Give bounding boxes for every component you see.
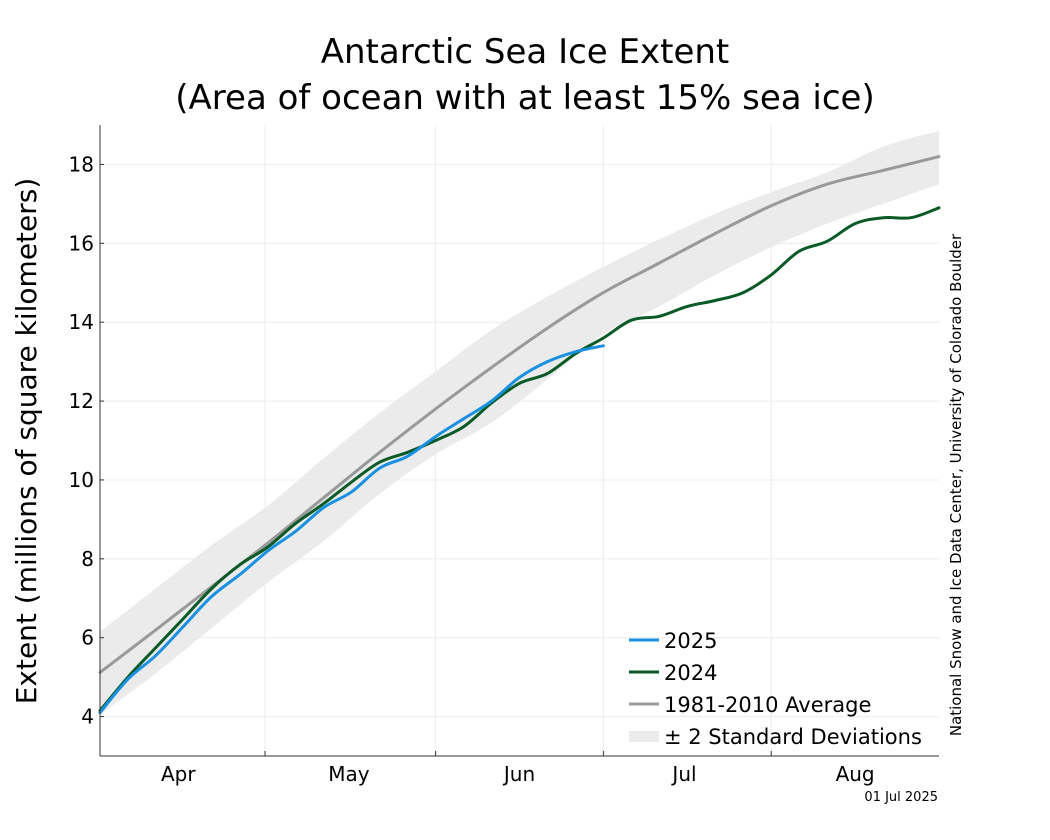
credit-text: National Snow and Ice Data Center, Unive… [947,233,965,736]
legend-label-2025: 2025 [664,629,717,653]
x-tick-label-apr: Apr [161,762,196,786]
series-line-2024 [98,206,941,713]
x-tick-label-jun: Jun [502,762,535,786]
y-tick-label-12: 12 [69,389,94,413]
y-tick-label-14: 14 [69,310,94,334]
legend: 2025 2024 1981-2010 Average ± 2 Standard De… [629,629,922,749]
y-tick-label-6: 6 [81,626,94,650]
y-tick-label-18: 18 [69,152,94,176]
legend-label-2024: 2024 [664,661,717,685]
std-dev-band-layer [100,130,939,715]
y-tick-label-8: 8 [81,547,94,571]
x-tick-label-may: May [328,762,370,786]
y-axis-label: Extent (millions of square kilometers) [10,178,43,705]
x-tick-label-jul: Jul [670,762,696,786]
y-tick-label-16: 16 [69,231,94,255]
chart-title: Antarctic Sea Ice Extent [321,32,730,72]
y-tick-label-4: 4 [81,705,94,729]
legend-label-2-standard-deviations: ± 2 Standard Deviations [664,725,922,749]
legend-swatch-2-standard-deviations [629,731,659,742]
axes [99,125,939,757]
date-label: 01 Jul 2025 [864,790,938,805]
std-dev-band [100,130,939,715]
legend-label-1981-2010-average: 1981-2010 Average [664,693,871,717]
y-tick-label-10: 10 [69,468,94,492]
series-layer [98,155,941,715]
chart-subtitle: (Area of ocean with at least 15% sea ice… [175,78,874,118]
series-line-2025 [98,344,605,715]
x-tick-label-aug: Aug [836,762,875,786]
tick-labels: 4 6 8 10 12 14 16 18 Apr May Jun Jul Aug [69,152,875,786]
